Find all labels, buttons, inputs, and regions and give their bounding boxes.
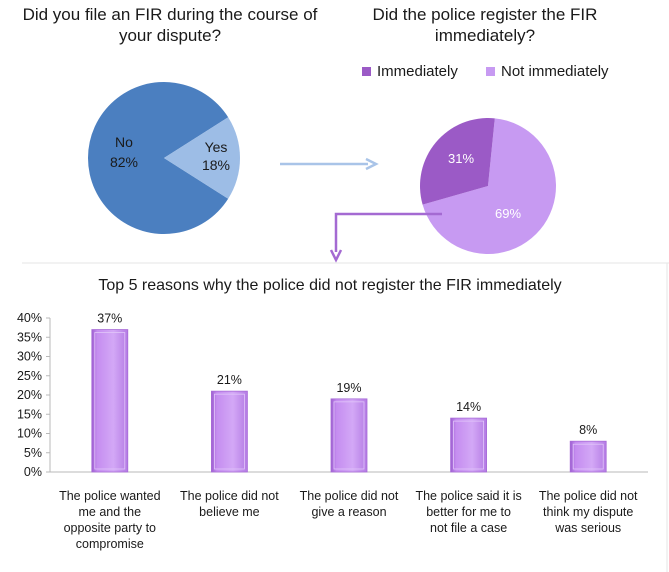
arrow-head-1 <box>365 157 379 171</box>
x-category-line: The police did not <box>180 489 279 503</box>
pie1-slice-no <box>88 82 229 234</box>
x-category-line: think my dispute <box>543 505 633 519</box>
legend-swatch-not-immediately <box>486 67 495 76</box>
y-tick-label: 5% <box>24 446 42 460</box>
bar-value-label: 8% <box>579 423 597 437</box>
legend-label-not-immediately: Not immediately <box>501 63 609 80</box>
x-category-line: opposite party to <box>64 521 156 535</box>
bar-value-label: 19% <box>336 381 361 395</box>
x-category-line: The police said it is <box>415 489 521 503</box>
pie2-slice-immediately <box>420 118 495 205</box>
bar <box>91 329 129 473</box>
bar-bevel <box>572 443 604 470</box>
y-tick-label: 40% <box>17 311 42 325</box>
arrow-head-2 <box>329 249 343 263</box>
y-tick-label: 10% <box>17 427 42 441</box>
pie1-title: Did you file an FIR during the course of… <box>22 5 318 45</box>
pie1-slice-yes <box>164 117 240 199</box>
pie2-slice-not-immediately <box>422 118 557 254</box>
x-category-line: The police did not <box>539 489 638 503</box>
pie1-label-yes: Yes <box>205 139 228 155</box>
x-category-line: The police wanted <box>59 489 161 503</box>
x-category-line: compromise <box>76 537 144 551</box>
x-category-line: me and the <box>79 505 142 519</box>
y-tick-label: 20% <box>17 388 42 402</box>
bar <box>450 417 488 473</box>
bar-bevel <box>453 420 485 470</box>
pie2-title: Did the police register the FIR immediat… <box>372 5 598 45</box>
bar-value-label: 14% <box>456 400 481 414</box>
y-tick-label: 25% <box>17 369 42 383</box>
bar <box>210 390 248 473</box>
bar <box>569 440 607 473</box>
x-category-label: The police did not give a reason <box>300 489 399 519</box>
x-category-label: The police wanted me and the opposite part… <box>59 489 161 551</box>
arrow-connector-2 <box>334 212 442 252</box>
pie1-value-no: 82% <box>110 154 138 170</box>
bar-bevel <box>94 332 126 470</box>
x-category-line: better for me to <box>426 505 511 519</box>
x-category-label: The police did not believe me <box>180 489 279 519</box>
x-category-label: The police said it is better for me to not… <box>415 489 521 535</box>
pie2-value-immediately: 31% <box>448 151 474 166</box>
bar-bevel <box>213 393 245 470</box>
pie1-value-yes: 18% <box>202 157 230 173</box>
pie2-value-not-immediately: 69% <box>495 206 521 221</box>
x-category-line: give a reason <box>311 505 386 519</box>
bar-value-label: 37% <box>97 312 122 326</box>
x-category-line: believe me <box>199 505 259 519</box>
bar-chart-title: Top 5 reasons why the police did not reg… <box>98 277 562 294</box>
legend-swatch-immediately <box>362 67 371 76</box>
y-tick-label: 0% <box>24 465 42 479</box>
x-category-line: not file a case <box>430 521 507 535</box>
y-tick-label: 35% <box>17 330 42 344</box>
x-category-label: The police did not think my dispute was se… <box>539 489 638 535</box>
bar-bevel <box>333 401 365 470</box>
y-tick-label: 30% <box>17 350 42 364</box>
x-category-line: was serious <box>554 521 621 535</box>
legend-label-immediately: Immediately <box>377 63 458 80</box>
y-tick-label: 15% <box>17 407 42 421</box>
bar <box>330 398 368 473</box>
x-category-line: The police did not <box>300 489 399 503</box>
bar-value-label: 21% <box>217 373 242 387</box>
pie1-label-no: No <box>115 134 133 150</box>
